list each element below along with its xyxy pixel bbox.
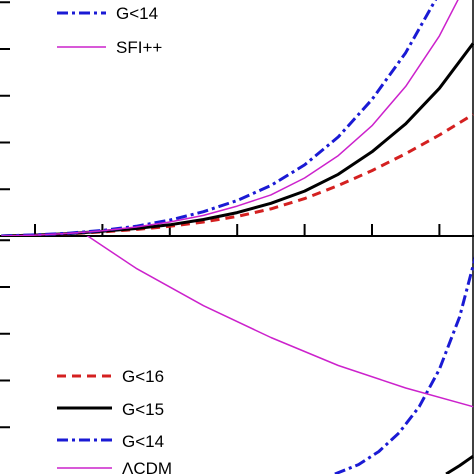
top-panel-lines xyxy=(1,0,474,236)
legend-bottom: G<16 G<15 G<14 ΛCDM xyxy=(57,367,172,474)
legend-top: G<14 SFI++ xyxy=(18,0,208,60)
legend-label-g15: G<15 xyxy=(122,400,164,419)
legend-top-background xyxy=(18,0,208,60)
series-line-g-16-top xyxy=(1,113,474,236)
legend-label-g14-bottom: G<14 xyxy=(122,432,164,451)
series-line-sfi-top xyxy=(1,0,459,236)
series-line-cdm-bottom xyxy=(86,236,474,408)
bottom-panel-lines xyxy=(86,236,474,474)
legend-label-g16: G<16 xyxy=(122,367,164,386)
legend-label-sfi: SFI++ xyxy=(116,38,162,57)
legend-label-g14-top: G<14 xyxy=(116,4,158,23)
series-line-g-15-bottom xyxy=(445,454,474,474)
legend-label-lcdm: ΛCDM xyxy=(122,459,172,474)
series-line-g-14-bottom xyxy=(334,256,474,474)
series-line-g-15-top xyxy=(1,42,474,236)
